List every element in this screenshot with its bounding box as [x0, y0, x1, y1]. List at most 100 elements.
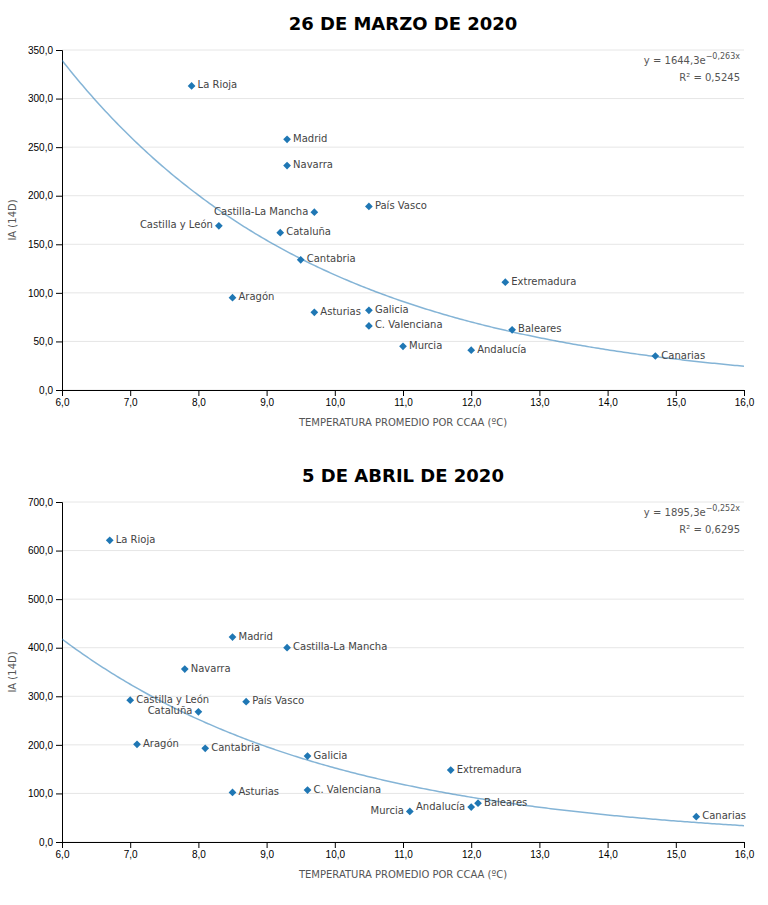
y-tick: 0,0 [39, 837, 62, 848]
point [692, 813, 700, 821]
x-tick-label: 10,0 [326, 849, 346, 860]
x-tick-label: 14,0 [598, 397, 618, 408]
point [195, 708, 203, 716]
point-label: País Vasco [375, 200, 427, 211]
point [106, 536, 114, 544]
y-tick: 300,0 [28, 691, 62, 702]
y-tick-mark [56, 293, 62, 294]
grid-line [62, 647, 744, 648]
point [501, 278, 509, 286]
x-tick: 14,0 [598, 390, 618, 408]
point-label: País Vasco [252, 695, 304, 706]
grid-line [62, 793, 744, 794]
y-tick-mark [56, 390, 62, 391]
y-tick: 500,0 [28, 594, 62, 605]
x-tick: 6,0 [56, 842, 70, 860]
point-label: Murcia [371, 805, 404, 816]
x-tick-label: 15,0 [667, 397, 687, 408]
annotation: y = 1644,3e−0,263x [644, 52, 740, 66]
point-label: La Rioja [198, 79, 238, 90]
y-tick-mark [56, 50, 62, 51]
chart: 6,07,08,09,010,011,012,013,014,015,016,0… [7, 13, 755, 428]
point [310, 208, 318, 216]
y-tick-mark [56, 196, 62, 197]
x-axis-line [63, 843, 745, 849]
x-tick-label: 13,0 [530, 849, 550, 860]
x-tick-label: 16,0 [735, 397, 755, 408]
x-tick-label: 10,0 [326, 397, 346, 408]
y-tick-label: 300,0 [28, 93, 53, 104]
chart: 6,07,08,09,010,011,012,013,014,015,016,0… [7, 465, 755, 880]
annotations: y = 1644,3e−0,263x R² = 0,5245 [644, 52, 740, 83]
x-tick-mark [403, 842, 404, 848]
x-axis: 6,07,08,09,010,011,012,013,014,015,016,0 [56, 390, 755, 408]
x-tick-label: 6,0 [56, 849, 70, 860]
x-tick: 15,0 [667, 390, 687, 408]
y-tick: 100,0 [28, 788, 62, 799]
point-label: Galicia [375, 304, 409, 315]
y-tick-label: 100,0 [28, 288, 53, 299]
grid-line [62, 147, 744, 148]
y-tick: 350,0 [28, 45, 62, 56]
x-tick: 8,0 [192, 390, 206, 408]
grid-line [62, 599, 744, 600]
point [365, 322, 373, 330]
annotation-superscript: −0,252x [706, 504, 741, 513]
point-label: Cataluña [286, 226, 331, 237]
y-tick: 700,0 [28, 497, 62, 508]
x-tick-mark [539, 390, 540, 396]
y-tick-mark [56, 793, 62, 794]
y-axis-title: IA (14D) [7, 199, 18, 240]
y-tick: 600,0 [28, 545, 62, 556]
x-tick-mark [471, 390, 472, 396]
annotation-text: R² = 0,6295 [679, 524, 740, 535]
point [126, 696, 134, 704]
x-tick: 15,0 [667, 842, 687, 860]
point [276, 229, 284, 237]
x-tick-mark [403, 390, 404, 396]
point [467, 346, 475, 354]
x-tick-mark [335, 390, 336, 396]
x-tick: 12,0 [462, 842, 482, 860]
point [215, 222, 223, 230]
x-tick: 11,0 [394, 390, 413, 408]
x-tick-mark [608, 390, 609, 396]
annotation: y = 1895,3e−0,252x [644, 504, 740, 518]
point [447, 766, 455, 774]
y-tick-mark [56, 745, 62, 746]
x-tick-mark [676, 842, 677, 848]
point [297, 256, 305, 264]
x-tick: 9,0 [260, 390, 274, 408]
grid [62, 502, 744, 842]
y-tick-label: 600,0 [28, 545, 53, 556]
point-label: Madrid [239, 631, 273, 642]
point [467, 803, 475, 811]
point-labels: La RiojaMadridNavarraPaís VascoCastilla-… [140, 79, 705, 360]
point-label: Andalucía [477, 344, 526, 355]
point [283, 135, 291, 143]
y-tick-mark [56, 599, 62, 600]
x-tick: 10,0 [326, 390, 346, 408]
point-label: Canarias [661, 350, 705, 361]
x-tick: 10,0 [326, 842, 346, 860]
point-label: Galicia [314, 750, 348, 761]
x-tick: 13,0 [530, 390, 550, 408]
point [283, 644, 291, 652]
x-tick-mark [471, 842, 472, 848]
x-tick-mark [676, 390, 677, 396]
annotations: y = 1895,3e−0,252x R² = 0,6295 [644, 504, 740, 535]
point-label: Baleares [518, 323, 561, 334]
annotation-text: y = 1895,3e [644, 507, 706, 518]
annotation: R² = 0,6295 [679, 524, 740, 535]
point [133, 740, 141, 748]
y-tick-mark [56, 842, 62, 843]
x-tick-mark [198, 390, 199, 396]
figure: 6,07,08,09,010,011,012,013,014,015,016,0… [0, 0, 768, 905]
x-tick-label: 11,0 [394, 849, 413, 860]
y-tick: 300,0 [28, 93, 62, 104]
y-tick-label: 200,0 [28, 190, 53, 201]
point [365, 306, 373, 314]
x-tick-label: 11,0 [394, 397, 413, 408]
annotation: R² = 0,5245 [679, 72, 740, 83]
x-tick: 6,0 [56, 390, 70, 408]
